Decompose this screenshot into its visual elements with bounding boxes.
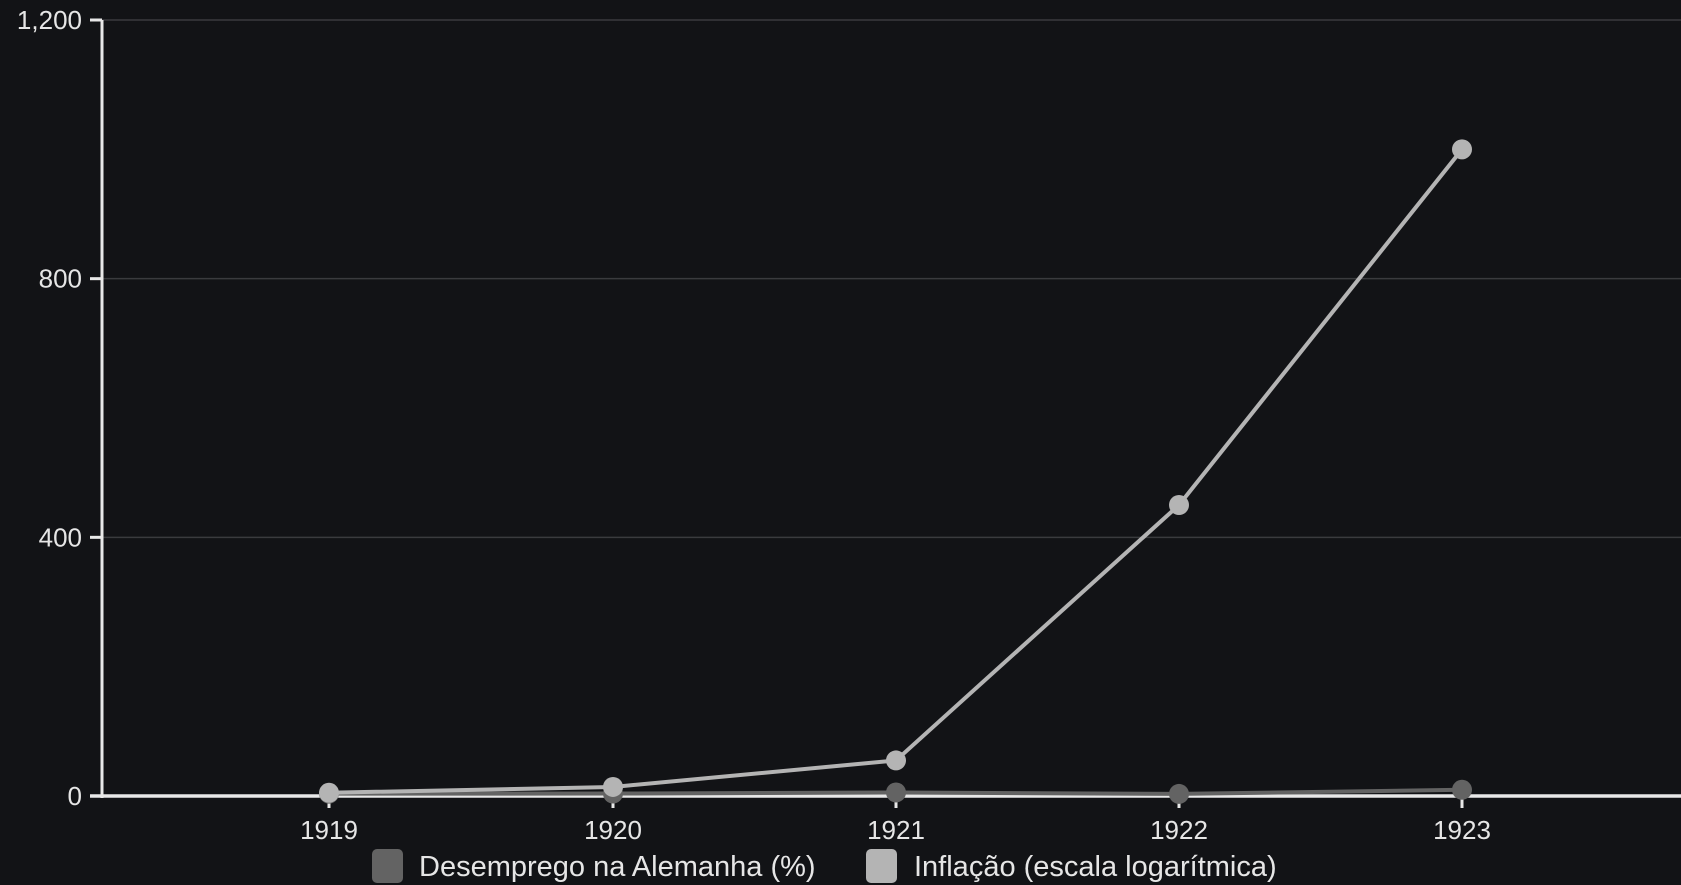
tick-labels: 0 400 800 1,200 1919 1920 1921 1922 1923 [17, 5, 1491, 845]
grid-lines [102, 19, 1681, 539]
series-line-2 [328, 148, 1464, 795]
y-tick-label: 400 [39, 522, 82, 552]
data-point-series-1 [1169, 783, 1189, 804]
x-tick-label: 1922 [1150, 815, 1208, 845]
y-tick-label: 0 [68, 781, 82, 811]
data-point-series-1 [1452, 779, 1472, 800]
y-tick-label: 1,200 [17, 5, 82, 35]
legend-label-1: Desemprego na Alemanha (%) [419, 851, 816, 883]
data-point-series-2 [603, 776, 623, 797]
legend-swatch-1 [372, 849, 403, 883]
legend-label-2: Inflação (escala logarítmica) [914, 851, 1277, 883]
series-lines [319, 139, 1472, 804]
data-point-series-2 [886, 750, 906, 771]
x-tick-label: 1919 [300, 815, 358, 845]
axes [90, 18, 1681, 808]
data-point-series-2 [319, 782, 339, 803]
data-point-series-2 [1452, 139, 1472, 160]
x-tick-label: 1920 [584, 815, 642, 845]
x-tick-label: 1923 [1433, 815, 1491, 845]
x-tick-label: 1921 [867, 815, 925, 845]
data-point-series-2 [1169, 495, 1189, 515]
data-point-series-1 [886, 782, 906, 803]
legend-swatch-2 [866, 849, 897, 883]
legend: Desemprego na Alemanha (%) Inflação (esca… [372, 849, 1277, 883]
y-tick-label: 800 [39, 264, 82, 294]
